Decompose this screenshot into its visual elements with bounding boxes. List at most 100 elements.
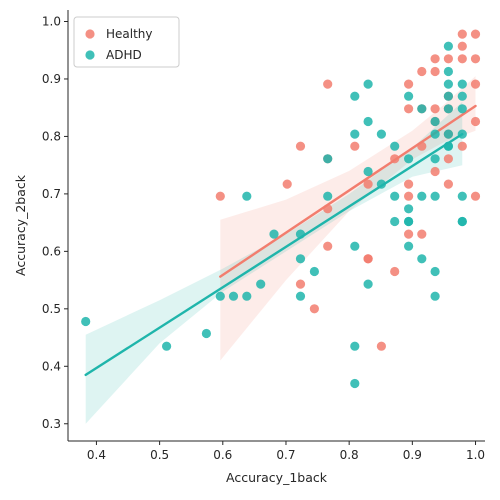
data-point-healthy	[470, 29, 481, 39]
data-point-adhd	[430, 116, 440, 127]
data-point-healthy	[443, 54, 453, 64]
data-point-adhd	[256, 279, 266, 289]
data-point-adhd	[417, 254, 427, 264]
data-point-adhd	[417, 191, 427, 201]
data-point-healthy	[323, 204, 333, 214]
data-point-adhd	[417, 104, 427, 114]
data-point-healthy	[457, 141, 467, 151]
axes: 0.4 0.5 0.6 0.7 0.8 0.9 1.0 0.3 0.4 0.5 0.6 0.7 0.8…	[13, 10, 485, 485]
data-point-healthy	[430, 54, 440, 64]
y-tick-label: 0.5	[42, 302, 61, 316]
y-tick-label: 0.3	[42, 417, 61, 431]
data-point-adhd	[457, 79, 467, 89]
data-point-adhd	[404, 91, 414, 101]
data-point-adhd	[295, 229, 306, 239]
data-point-adhd	[81, 316, 91, 327]
y-tick-label: 0.9	[42, 72, 61, 86]
data-point-adhd	[390, 141, 400, 151]
data-point-adhd	[390, 191, 400, 201]
regression-line-adhd	[84, 132, 464, 377]
data-point-adhd	[350, 129, 360, 139]
x-tick-label: 0.5	[150, 448, 169, 462]
data-point-healthy	[470, 116, 481, 127]
data-point-adhd	[457, 91, 467, 101]
data-point-healthy	[323, 79, 333, 89]
data-point-healthy	[417, 229, 427, 239]
data-point-healthy	[470, 79, 481, 89]
data-point-adhd	[443, 129, 453, 139]
legend: Healthy ADHD	[73, 16, 180, 68]
data-point-healthy	[376, 341, 386, 351]
y-tick-label: 0.7	[42, 187, 61, 201]
data-point-adhd	[404, 204, 414, 214]
data-point-adhd	[457, 129, 467, 139]
data-point-adhd	[201, 328, 211, 339]
data-point-healthy	[282, 179, 292, 189]
data-point-adhd	[350, 241, 360, 251]
data-point-healthy	[404, 179, 414, 189]
data-point-healthy	[457, 29, 467, 39]
data-point-adhd	[350, 378, 360, 389]
legend-label-adhd: ADHD	[106, 48, 142, 62]
data-point-adhd	[430, 191, 440, 201]
data-point-adhd	[390, 216, 400, 227]
data-point-adhd	[295, 291, 306, 301]
data-point-healthy	[295, 141, 306, 151]
data-point-healthy	[295, 279, 306, 289]
data-point-adhd	[215, 291, 225, 301]
data-point-adhd	[162, 341, 172, 351]
data-point-healthy	[457, 54, 467, 64]
data-point-healthy	[309, 304, 319, 314]
legend-marker-adhd	[85, 50, 95, 60]
data-point-healthy	[404, 79, 414, 89]
data-points	[81, 29, 481, 389]
y-tick-label: 0.4	[42, 359, 61, 373]
data-point-adhd	[443, 41, 453, 51]
data-point-adhd	[457, 191, 467, 201]
legend-marker-healthy	[85, 29, 95, 39]
data-point-adhd	[443, 79, 453, 89]
data-point-adhd	[430, 266, 440, 277]
data-point-healthy	[430, 104, 440, 114]
data-point-adhd	[295, 254, 306, 264]
data-point-healthy	[390, 154, 400, 164]
data-point-adhd	[443, 66, 453, 77]
data-point-healthy	[363, 179, 373, 189]
data-point-healthy	[470, 54, 481, 64]
data-point-healthy	[350, 141, 360, 151]
data-point-healthy	[443, 179, 453, 189]
data-point-adhd	[376, 179, 386, 189]
x-axis-label: Accuracy_1back	[226, 470, 328, 485]
data-point-adhd	[242, 191, 252, 201]
data-point-adhd	[309, 266, 319, 277]
legend-label-healthy: Healthy	[106, 27, 153, 41]
y-tick-label: 0.8	[42, 129, 61, 143]
confidence-band-healthy	[220, 76, 476, 361]
data-point-healthy	[430, 166, 440, 177]
x-tick-label: 0.7	[276, 448, 295, 462]
data-point-adhd	[363, 279, 373, 289]
data-point-healthy	[457, 41, 467, 51]
data-point-healthy	[323, 241, 333, 251]
data-point-healthy	[404, 229, 414, 239]
y-tick-label: 0.6	[42, 244, 61, 258]
legend-box	[73, 16, 180, 68]
x-tick-label: 0.9	[403, 448, 422, 462]
data-point-adhd	[443, 141, 453, 151]
data-point-adhd	[363, 166, 373, 177]
x-tick-label: 0.8	[340, 448, 359, 462]
data-point-healthy	[417, 66, 427, 77]
x-tick-label: 0.4	[87, 448, 106, 462]
data-point-adhd	[269, 229, 279, 239]
data-point-healthy	[215, 191, 225, 201]
data-point-adhd	[376, 129, 386, 139]
data-point-adhd	[430, 154, 440, 164]
y-axis-label: Accuracy_2back	[13, 174, 28, 276]
x-axis-ticks: 0.4 0.5 0.6 0.7 0.8 0.9 1.0	[87, 441, 485, 462]
data-point-adhd	[323, 191, 333, 201]
data-point-healthy	[404, 104, 414, 114]
data-point-adhd	[350, 91, 360, 101]
data-point-adhd	[323, 154, 333, 164]
data-point-healthy	[470, 191, 481, 201]
